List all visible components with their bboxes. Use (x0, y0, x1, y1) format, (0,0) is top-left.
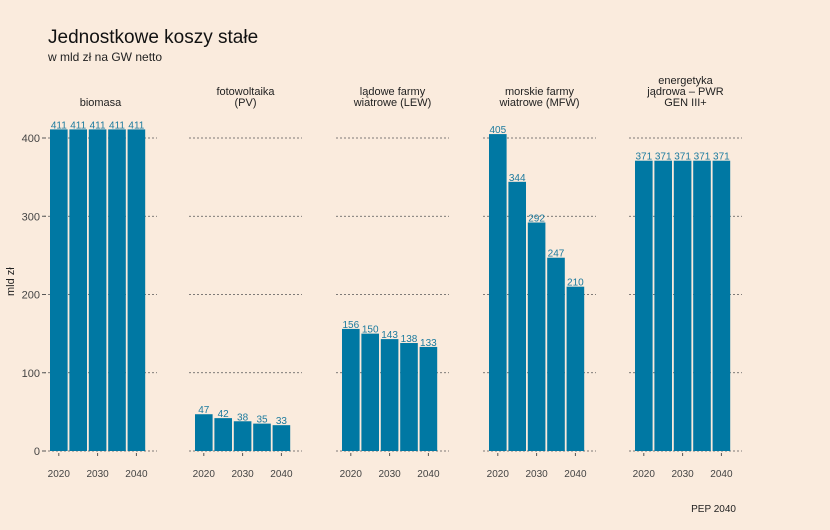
bar-value-label: 138 (401, 334, 418, 345)
y-tick-label: 400 (22, 133, 40, 145)
bar-value-label: 411 (51, 120, 67, 131)
panel-title: GEN III+ (664, 97, 707, 109)
bar-value-label: 344 (509, 173, 526, 184)
bar (88, 129, 107, 451)
x-tick-label: 2020 (487, 469, 510, 480)
bar (253, 423, 271, 451)
x-tick-label: 2040 (270, 469, 293, 480)
bar-value-label: 371 (694, 152, 711, 163)
y-tick-label: 200 (22, 290, 40, 302)
x-tick-label: 2020 (633, 469, 656, 480)
panel-title: fotowoltaika (216, 86, 275, 98)
chart-title: Jednostkowe koszy stałe (48, 27, 259, 48)
bar-value-label: 371 (635, 152, 652, 163)
bar-value-label: 156 (342, 320, 359, 331)
bar (380, 339, 399, 451)
y-tick-label: 100 (22, 368, 40, 380)
panel-title: biomasa (80, 97, 122, 109)
bar-value-label: 371 (713, 152, 730, 163)
bar (361, 333, 379, 451)
x-tick-label: 2030 (86, 469, 109, 480)
bar (272, 425, 291, 451)
panel-title: lądowe farmy (360, 86, 426, 98)
bar-value-label: 371 (655, 152, 672, 163)
bar (69, 129, 87, 451)
bar-value-label: 42 (218, 409, 230, 420)
bar (489, 134, 507, 451)
x-tick-label: 2040 (710, 469, 733, 480)
bar (673, 160, 692, 451)
bar (400, 343, 418, 451)
bar-value-label: 35 (256, 415, 268, 426)
x-tick-label: 2020 (193, 469, 216, 480)
chart-subtitle: w mld zł na GW netto (48, 50, 163, 64)
x-tick-label: 2020 (340, 469, 363, 480)
bar (214, 418, 232, 451)
bar (127, 129, 146, 451)
x-tick-label: 2040 (417, 469, 440, 480)
bar-value-label: 247 (548, 249, 565, 260)
x-tick-label: 2030 (525, 469, 548, 480)
bar-value-label: 411 (109, 120, 125, 131)
bar (342, 328, 360, 451)
bar-value-label: 411 (90, 120, 106, 131)
panel-title: wiatrowe (MFW) (498, 97, 579, 109)
x-tick-label: 2040 (125, 469, 148, 480)
bar (419, 346, 438, 451)
bar-value-label: 150 (362, 325, 379, 336)
bar-value-label: 33 (276, 416, 288, 427)
bar-value-label: 292 (528, 214, 545, 225)
y-tick-label: 300 (22, 211, 40, 223)
source-caption: PEP 2040 (691, 504, 736, 515)
panel-title: (PV) (235, 97, 257, 109)
x-tick-label: 2030 (231, 469, 254, 480)
bar-value-label: 411 (128, 120, 144, 131)
panel-title: morskie farmy (505, 86, 575, 98)
bar (635, 160, 653, 451)
bar (712, 160, 731, 451)
bar (50, 129, 68, 451)
bar (233, 421, 252, 451)
bar (654, 160, 672, 451)
bar-value-label: 405 (489, 125, 506, 136)
bar-value-label: 371 (674, 152, 691, 163)
panel-title: jądrowa – PWR (646, 86, 723, 98)
bar-value-label: 143 (381, 330, 398, 341)
x-tick-label: 2040 (564, 469, 587, 480)
panel-title: wiatrowe (LEW) (353, 97, 432, 109)
bar-value-label: 133 (420, 338, 437, 349)
bar (508, 181, 526, 451)
bar-value-label: 210 (567, 278, 584, 289)
bar (693, 160, 711, 451)
x-tick-label: 2030 (378, 469, 401, 480)
bar-value-label: 47 (198, 405, 210, 416)
panel-title: energetyka (658, 75, 713, 87)
y-tick-label: 0 (34, 446, 40, 458)
bar (566, 286, 585, 451)
bar (527, 222, 546, 451)
bar-value-label: 38 (237, 412, 249, 423)
bar (195, 414, 213, 451)
x-tick-label: 2020 (48, 469, 71, 480)
bar (108, 129, 126, 451)
bar-value-label: 411 (70, 120, 86, 131)
x-tick-label: 2030 (671, 469, 694, 480)
bar (547, 257, 565, 451)
